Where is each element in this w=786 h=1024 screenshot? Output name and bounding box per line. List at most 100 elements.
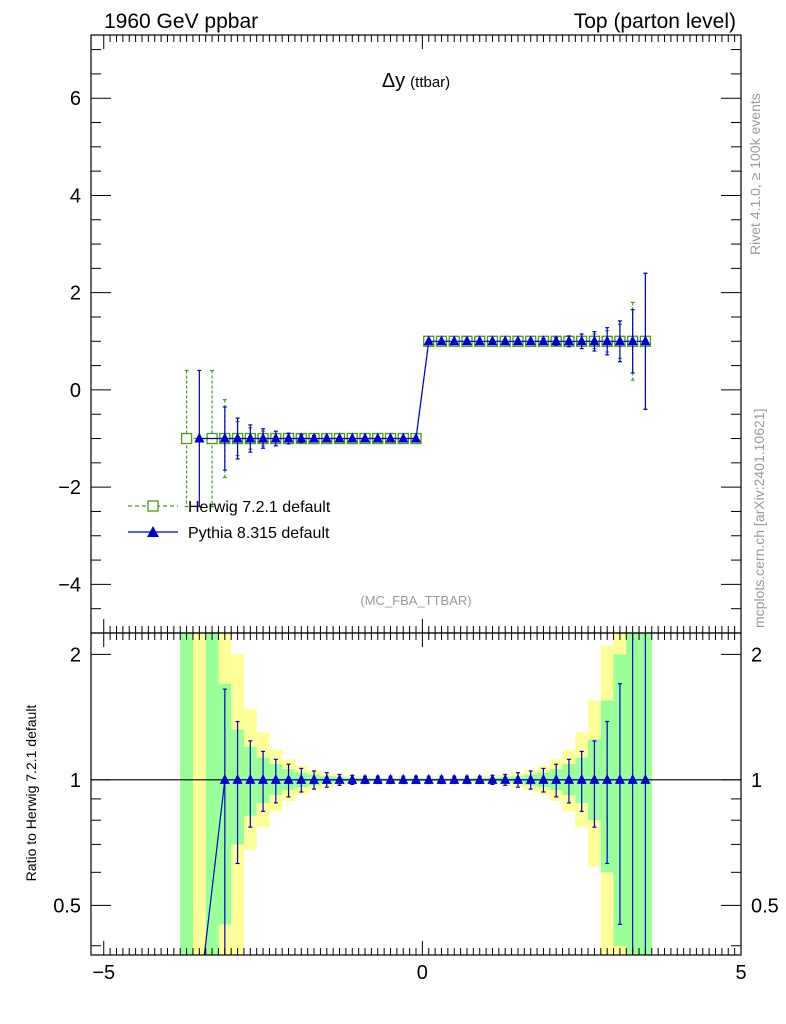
analysis-label: (MC_FBA_TTBAR) (360, 593, 471, 608)
ratio-point-8 (309, 773, 320, 784)
main-y-tick-label-4: 4 (70, 185, 81, 207)
ratio-ylabel: Ratio to Herwig 7.2.1 default (23, 705, 39, 882)
mcplots-label: mcplots.cern.ch [arXiv:2401.10621] (751, 409, 767, 628)
ratio-y-tick-label-right-1: 1 (751, 770, 762, 792)
main-point-pythia-13 (372, 432, 383, 443)
ratio-point-6 (283, 773, 294, 784)
x-tick-label-0: −5 (92, 962, 115, 984)
main-point-pythia-25 (525, 335, 536, 346)
main-y-tick-label-5: 6 (70, 88, 81, 110)
ratio-y-tick-label-left-1: 1 (70, 770, 81, 792)
main-point-pythia-10 (334, 432, 345, 443)
main-point-pythia-22 (487, 335, 498, 346)
ratio-point-17 (423, 773, 434, 784)
ratio-point-1 (219, 773, 230, 784)
x-tick-label-1: 0 (417, 962, 428, 984)
main-point-pythia-14 (385, 432, 396, 443)
main-point-pythia-17 (423, 335, 434, 346)
ratio-point-14 (385, 773, 396, 784)
main-point-pythia-32 (614, 335, 625, 346)
main-series-line-1 (199, 340, 646, 440)
main-point-pythia-31 (602, 335, 613, 346)
ratio-point-15 (398, 773, 409, 784)
main-point-pythia-24 (512, 335, 523, 346)
ratio-point-25 (525, 773, 536, 784)
main-series-line-0 (186, 340, 646, 440)
legend-pythia-marker (147, 526, 159, 537)
rivet-label: Rivet 4.1.0, ≥ 100k events (747, 93, 763, 255)
ratio-point-12 (360, 773, 371, 784)
plot-title-main: Δy (382, 70, 405, 92)
ratio-point-4 (258, 773, 269, 784)
ratio-point-27 (551, 773, 562, 784)
main-point-pythia-3 (245, 432, 256, 443)
main-point-pythia-18 (436, 335, 447, 346)
ratio-band-1-bin-2 (205, 633, 219, 955)
main-point-pythia-5 (270, 432, 281, 443)
ratio-point-30 (589, 773, 600, 784)
main-point-pythia-1 (219, 432, 230, 443)
main-point-pythia-11 (347, 432, 358, 443)
plot-title: Δy (ttbar) (382, 70, 450, 92)
main-point-pythia-34 (640, 335, 651, 346)
main-point-pythia-30 (589, 335, 600, 346)
main-point-pythia-16 (411, 432, 421, 443)
ratio-point-5 (270, 773, 281, 784)
main-point-pythia-21 (474, 335, 485, 346)
ratio-point-10 (334, 773, 345, 784)
main-point-pythia-19 (449, 335, 460, 346)
main-point-pythia-29 (576, 335, 587, 346)
ratio-bands-layer (91, 633, 741, 1002)
main-point-pythia-12 (360, 432, 371, 443)
main-y-tick-label-3: 2 (70, 283, 81, 305)
main-point-pythia-7 (296, 432, 307, 443)
legend: Herwig 7.2.1 default Pythia 8.315 defaul… (128, 499, 331, 542)
ratio-y-tick-label-left-0: 0.5 (53, 895, 81, 917)
ratio-point-7 (296, 773, 307, 784)
main-bands-layer (180, 272, 652, 508)
ratio-point-16 (411, 773, 421, 784)
legend-herwig-marker (147, 500, 159, 512)
ratio-point-23 (500, 773, 511, 784)
main-point-pythia-27 (551, 335, 562, 346)
ratio-point-26 (538, 773, 549, 784)
main-point-pythia-0 (194, 432, 205, 443)
ratio-y-tick-label-right-0: 0.5 (751, 895, 779, 917)
main-point-pythia-9 (321, 432, 332, 443)
ratio-point-18 (436, 773, 447, 784)
ratio-band-0-bin-1 (192, 633, 206, 955)
main-y-tick-label-2: 0 (70, 380, 81, 402)
ratio-point-11 (347, 773, 358, 784)
ratio-point-20 (461, 773, 472, 784)
ratio-point-0 (194, 992, 204, 1002)
ratio-point-13 (372, 773, 383, 784)
main-point-herwig-0 (180, 432, 193, 445)
ratio-point-21 (474, 773, 485, 784)
main-point-pythia-15 (398, 432, 409, 443)
ratio-point-3 (245, 773, 256, 784)
main-frame (90, 34, 742, 634)
ratio-point-29 (576, 773, 587, 784)
ratio-point-34 (640, 773, 651, 784)
legend-pythia-label: Pythia 8.315 default (188, 525, 330, 542)
main-point-pythia-33 (627, 335, 638, 346)
ratio-point-24 (512, 773, 523, 784)
ratio-point-9 (321, 773, 332, 784)
ratio-point-2 (232, 773, 243, 784)
main-point-pythia-4 (258, 432, 269, 443)
main-point-pythia-26 (538, 335, 549, 346)
ratio-point-32 (614, 773, 625, 784)
ratio-point-33 (627, 773, 638, 784)
main-point-pythia-23 (500, 335, 511, 346)
main-y-tick-label-1: −2 (58, 477, 81, 499)
ratio-point-31 (602, 773, 613, 784)
legend-herwig-label: Herwig 7.2.1 default (188, 499, 331, 516)
main-point-pythia-28 (563, 335, 574, 346)
main-y-tick-label-0: −4 (58, 574, 81, 596)
x-tick-label-2: 5 (735, 962, 746, 984)
ratio-point-28 (563, 773, 574, 784)
ratio-band-1-bin-0 (180, 633, 193, 955)
ratio-point-19 (449, 773, 460, 784)
ratio-y-tick-label-right-2: 2 (751, 644, 762, 666)
